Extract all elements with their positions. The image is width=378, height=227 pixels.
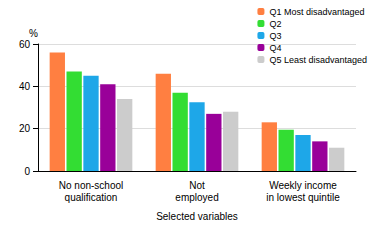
svg-text:0: 0	[24, 166, 30, 177]
svg-text:employed: employed	[175, 192, 218, 203]
svg-text:qualification: qualification	[65, 192, 118, 203]
svg-text:Weekly income: Weekly income	[269, 180, 337, 191]
svg-text:Selected variables: Selected variables	[156, 211, 238, 222]
svg-text:40: 40	[19, 81, 31, 92]
svg-text:No non-school: No non-school	[59, 180, 123, 191]
svg-text:60: 60	[19, 39, 31, 50]
svg-text:%: %	[29, 28, 38, 39]
svg-text:Q3: Q3	[269, 31, 281, 41]
svg-text:Q2: Q2	[269, 19, 281, 29]
svg-text:20: 20	[19, 123, 31, 134]
svg-text:in lowest quintile: in lowest quintile	[266, 192, 340, 203]
svg-text:Q1 Most disadvantaged: Q1 Most disadvantaged	[269, 7, 364, 17]
svg-text:Q5 Least disadvantaged: Q5 Least disadvantaged	[269, 55, 367, 65]
svg-text:Not: Not	[189, 180, 205, 191]
svg-text:Q4: Q4	[269, 43, 281, 53]
